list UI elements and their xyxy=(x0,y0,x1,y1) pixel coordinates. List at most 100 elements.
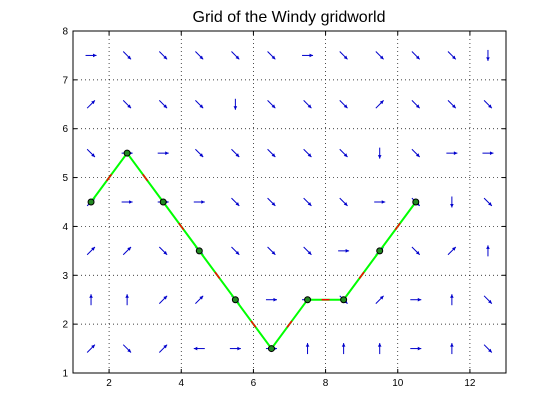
wind-arrow-head xyxy=(450,343,454,347)
wind-arrow-head xyxy=(163,250,168,255)
wind-arrow xyxy=(158,295,168,304)
wind-arrow xyxy=(121,200,133,204)
path-point xyxy=(340,296,348,304)
wind-arrow xyxy=(267,100,276,109)
wind-arrow-head xyxy=(237,346,241,351)
wind-arrow xyxy=(411,100,421,109)
wind-arrow-head xyxy=(379,55,384,60)
wind-arrow-head xyxy=(163,104,168,109)
wind-arrow xyxy=(86,344,96,353)
wind-arrow xyxy=(122,51,132,60)
wind-arrow-head xyxy=(235,250,240,255)
wind-arrow xyxy=(86,148,96,158)
wind-arrow xyxy=(267,246,276,256)
wind-arrow xyxy=(267,197,276,207)
wind-arrow xyxy=(195,100,204,109)
y-tick-label: 6 xyxy=(62,124,68,135)
wind-arrow xyxy=(193,200,205,204)
x-tick-label: 6 xyxy=(251,378,257,389)
wind-arrow-head xyxy=(271,202,276,206)
wind-arrow xyxy=(303,148,312,158)
wind-arrow-head xyxy=(91,246,95,251)
wind-arrows xyxy=(85,49,494,355)
wind-arrow xyxy=(450,294,454,306)
wind-arrow-head xyxy=(379,100,384,105)
wind-arrow xyxy=(486,49,490,61)
wind-arrow xyxy=(125,294,129,306)
wind-arrow-head xyxy=(450,204,454,208)
y-tick-label: 7 xyxy=(62,75,68,86)
wind-arrow-head xyxy=(233,106,238,110)
wind-arrow xyxy=(375,295,384,304)
wind-arrow-head xyxy=(93,53,97,58)
wind-arrow-head xyxy=(129,200,133,204)
wind-arrow-head xyxy=(486,57,490,61)
wind-arrow xyxy=(374,200,386,204)
wind-arrow xyxy=(195,51,204,60)
wind-arrow-head xyxy=(127,246,132,251)
x-tick-label: 8 xyxy=(323,378,329,389)
path-point xyxy=(412,198,420,206)
wind-arrow-head xyxy=(307,153,312,158)
wind-arrow-head xyxy=(309,53,314,58)
wind-arrow xyxy=(267,148,276,158)
wind-arrow xyxy=(158,51,168,60)
wind-arrow xyxy=(158,100,168,109)
wind-arrow xyxy=(303,246,312,256)
path-direction-arrow xyxy=(358,271,365,279)
wind-arrow xyxy=(411,51,421,60)
wind-arrow-head xyxy=(486,245,490,249)
wind-arrow-head xyxy=(125,294,129,298)
wind-arrow xyxy=(89,294,93,306)
wind-arrow-head xyxy=(165,151,169,155)
wind-arrow xyxy=(229,346,241,351)
y-tick-label: 1 xyxy=(62,369,68,380)
y-tick-label: 2 xyxy=(62,320,68,331)
wind-arrow xyxy=(122,344,132,353)
wind-arrow-head xyxy=(488,202,492,206)
path-point xyxy=(267,345,275,353)
wind-arrow xyxy=(410,297,422,302)
wind-arrow xyxy=(411,148,421,158)
trajectory xyxy=(87,149,420,353)
wind-arrow-head xyxy=(343,55,348,60)
wind-arrow-head xyxy=(488,104,492,109)
wind-arrow-head xyxy=(417,346,422,351)
wind-arrow xyxy=(158,344,168,353)
path-point xyxy=(123,149,131,157)
wind-arrow xyxy=(483,295,493,304)
path-point xyxy=(376,247,384,255)
wind-arrow-head xyxy=(127,55,132,60)
path-point xyxy=(195,247,203,255)
wind-arrow-head xyxy=(163,295,168,300)
wind-arrow-head xyxy=(379,295,384,300)
wind-arrow-head xyxy=(343,104,348,109)
wind-arrow-head xyxy=(452,104,456,109)
wind-arrow xyxy=(341,343,346,355)
wind-arrow-head xyxy=(343,202,348,206)
path-direction-arrow xyxy=(394,222,401,231)
chart-title: Grid of the Windy gridworld xyxy=(193,9,386,26)
wind-arrow-head xyxy=(235,153,240,158)
wind-arrow xyxy=(195,148,204,158)
wind-arrow xyxy=(233,98,238,110)
wind-arrow-head xyxy=(91,153,95,158)
wind-arrow-head xyxy=(235,55,240,60)
wind-arrow xyxy=(231,148,240,158)
x-tick-label: 12 xyxy=(464,378,476,389)
wind-arrow-head xyxy=(415,55,420,60)
wind-arrow xyxy=(377,343,382,355)
wind-arrow-head xyxy=(307,250,312,255)
wind-arrow xyxy=(339,51,348,60)
wind-arrow-head xyxy=(273,297,277,302)
wind-arrow-head xyxy=(345,249,350,253)
wind-arrow xyxy=(195,295,204,304)
x-tick-label: 10 xyxy=(392,378,404,389)
wind-arrow xyxy=(447,246,457,256)
wind-arrow xyxy=(446,151,458,155)
wind-arrow xyxy=(447,51,457,60)
wind-arrow-head xyxy=(381,200,386,204)
wind-arrow xyxy=(338,249,350,253)
wind-arrow xyxy=(303,100,312,109)
